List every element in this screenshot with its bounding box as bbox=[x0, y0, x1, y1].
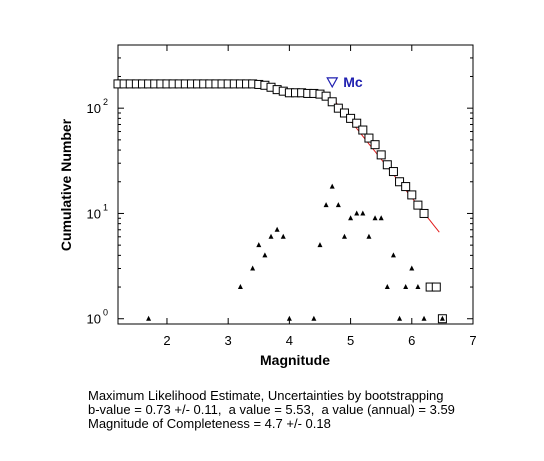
triangle-point bbox=[384, 284, 390, 290]
triangle-point bbox=[348, 215, 354, 221]
mc-triangle bbox=[326, 77, 339, 89]
triangle-point bbox=[378, 215, 384, 221]
square-point bbox=[395, 177, 405, 187]
triangle-point bbox=[390, 252, 396, 258]
square-point bbox=[321, 91, 331, 101]
triangle-point bbox=[397, 315, 403, 321]
square-point bbox=[419, 208, 429, 218]
triangle-point bbox=[323, 202, 329, 208]
cumulative-series bbox=[113, 79, 447, 324]
footer-line-3: Magnitude of Completeness = 4.7 +/- 0.18 bbox=[88, 416, 331, 431]
y-tick-label: 10 bbox=[87, 312, 101, 327]
noncumulative-series bbox=[146, 183, 445, 321]
y-tick-exponent: 0 bbox=[103, 308, 108, 318]
triangle-point bbox=[439, 315, 445, 321]
square-point bbox=[346, 113, 356, 123]
plot-frame bbox=[117, 44, 474, 325]
triangle-point bbox=[311, 315, 317, 321]
square-point bbox=[382, 160, 392, 170]
y-tick-exponent: 1 bbox=[103, 202, 108, 212]
x-tick-label: 6 bbox=[408, 333, 415, 348]
triangle-point bbox=[237, 284, 243, 290]
square-point bbox=[370, 140, 380, 150]
triangle-point bbox=[335, 202, 341, 208]
triangle-point bbox=[256, 242, 262, 248]
square-point bbox=[327, 97, 337, 107]
mc-label: Mc bbox=[343, 74, 363, 90]
square-point bbox=[376, 150, 386, 160]
square-point bbox=[413, 200, 423, 210]
square-point bbox=[407, 190, 417, 200]
square-point bbox=[358, 125, 368, 135]
square-point bbox=[339, 108, 349, 118]
x-axis-label: Magnitude bbox=[260, 352, 330, 368]
y-axis-label: Cumulative Number bbox=[58, 118, 74, 251]
square-point bbox=[364, 133, 374, 143]
triangle-point bbox=[286, 315, 292, 321]
mc-marker: Mc bbox=[326, 74, 363, 90]
square-point bbox=[352, 118, 362, 128]
triangle-point bbox=[421, 315, 427, 321]
x-tick-label: 2 bbox=[163, 333, 170, 348]
triangle-point bbox=[372, 215, 378, 221]
square-point bbox=[431, 282, 441, 292]
triangle-point bbox=[329, 183, 335, 189]
triangle-point bbox=[274, 226, 280, 232]
triangle-point bbox=[280, 233, 286, 239]
x-tick-label: 3 bbox=[225, 333, 232, 348]
triangle-point bbox=[366, 233, 372, 239]
footer-line-1: Maximum Likelihood Estimate, Uncertainti… bbox=[88, 388, 444, 403]
y-tick-label: 10 bbox=[87, 206, 101, 221]
x-tick-label: 7 bbox=[469, 333, 476, 348]
triangle-point bbox=[262, 252, 268, 258]
x-tick-label: 5 bbox=[347, 333, 354, 348]
triangle-point bbox=[354, 210, 360, 216]
triangle-point bbox=[317, 242, 323, 248]
triangle-point bbox=[360, 210, 366, 216]
y-tick-label: 10 bbox=[87, 101, 101, 116]
footer-line-2: b-value = 0.73 +/- 0.11, a value = 5.53,… bbox=[88, 402, 455, 417]
triangle-point bbox=[341, 233, 347, 239]
triangle-point bbox=[409, 265, 415, 271]
square-point bbox=[388, 167, 398, 177]
square-point bbox=[401, 182, 411, 192]
triangle-point bbox=[268, 233, 274, 239]
triangle-point bbox=[146, 315, 152, 321]
triangle-point bbox=[415, 284, 421, 290]
x-tick-label: 4 bbox=[286, 333, 293, 348]
triangle-point bbox=[403, 284, 409, 290]
square-point bbox=[333, 103, 343, 113]
triangle-point bbox=[250, 265, 256, 271]
y-tick-exponent: 2 bbox=[103, 97, 108, 107]
